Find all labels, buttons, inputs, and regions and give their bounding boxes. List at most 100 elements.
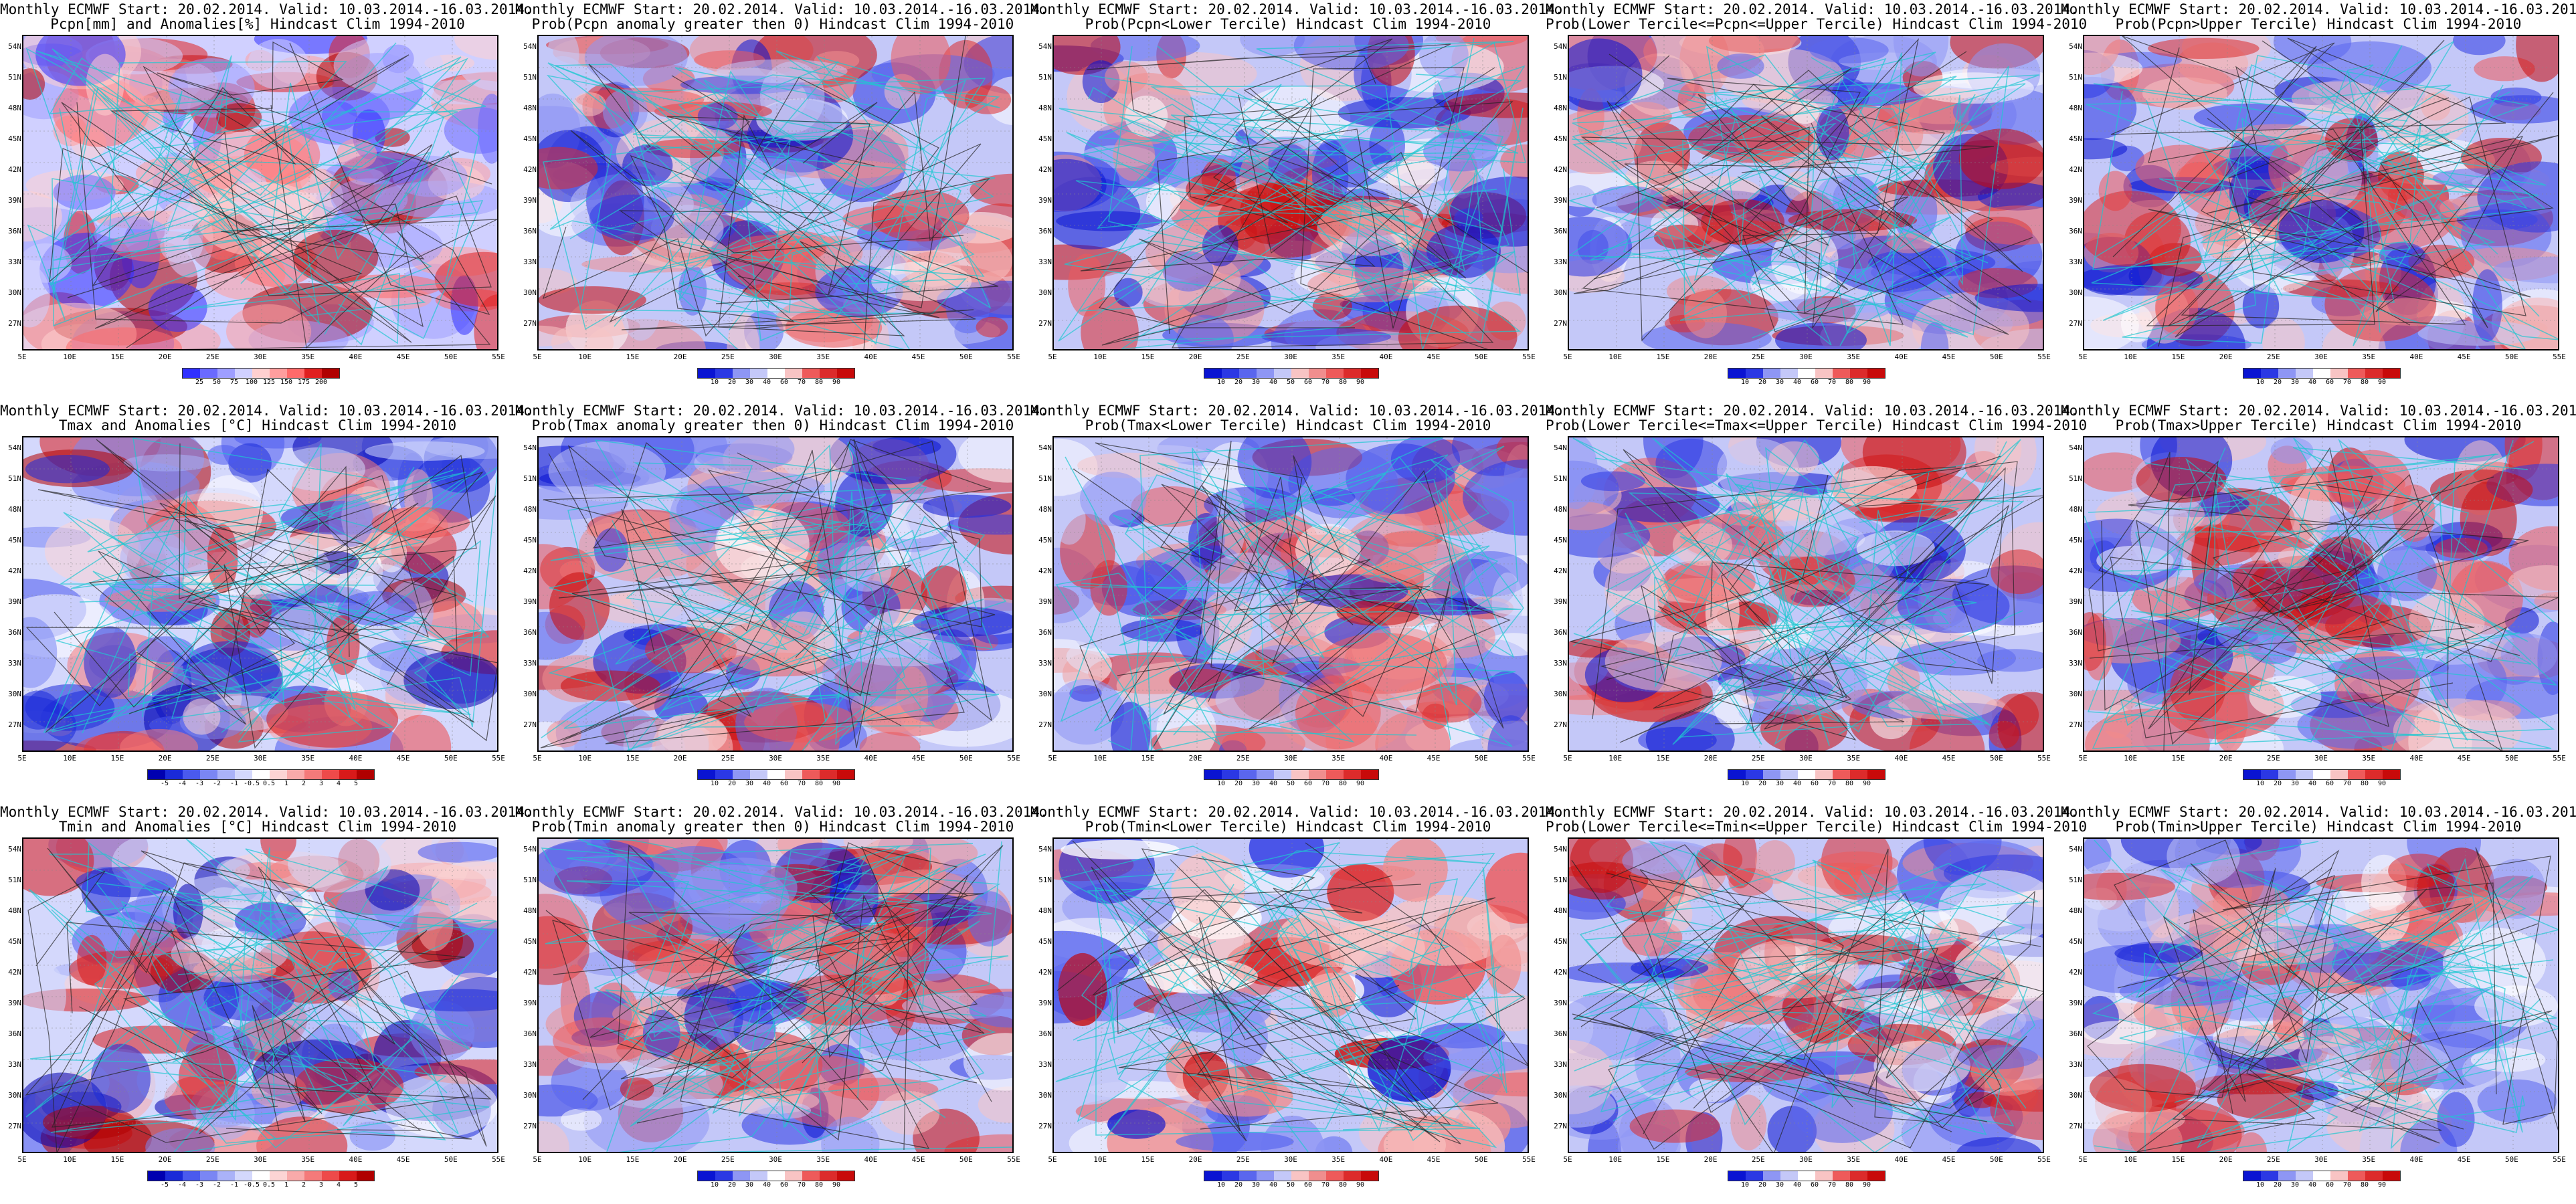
coastline-path <box>1059 41 1519 233</box>
colorbar-swatch <box>304 1171 322 1181</box>
colorbar <box>1204 769 1379 780</box>
colorbar-tick-label: 90 <box>1356 780 1365 787</box>
latitude-label: 51N <box>1038 876 1052 884</box>
field-patch <box>2500 633 2558 676</box>
colorbar-tick-label: 10 <box>2256 379 2265 386</box>
latitude-label: 42N <box>1038 567 1052 575</box>
colorbar-swatch <box>1833 770 1850 779</box>
colorbar-swatch <box>1291 369 1309 378</box>
contour-line <box>61 54 412 349</box>
field-patch <box>1672 523 1732 566</box>
panel-title-line1: Monthly ECMWF Start: 20.02.2014. Valid: … <box>2061 403 2576 419</box>
colorbar-swatch <box>217 369 235 378</box>
colorbar-tick-label: -2 <box>212 1181 221 1189</box>
latitude-label: 30N <box>523 690 537 698</box>
contour-line <box>2110 37 2554 326</box>
colorbar-swatch <box>1257 1171 1274 1181</box>
contour-line <box>1721 466 2006 732</box>
field-patch <box>1198 1077 1293 1117</box>
field-patch <box>365 441 485 461</box>
field-patch <box>539 839 654 897</box>
field-patch <box>1569 1085 1617 1128</box>
coastline-path <box>2084 447 2555 749</box>
colorbar-swatch <box>1291 770 1309 779</box>
latitude-label: 54N <box>1038 42 1052 51</box>
colorbar-tick-label: 60 <box>1303 379 1313 386</box>
coastline-path <box>1075 134 1508 322</box>
colorbar-tick-label: 60 <box>1303 1181 1313 1189</box>
field-patch <box>1695 843 1743 876</box>
panel-title-line1: Monthly ECMWF Start: 20.02.2014. Valid: … <box>0 804 533 820</box>
map-field-svg <box>1569 839 2043 1152</box>
colorbar-swatch <box>1309 369 1326 378</box>
longitude-label: 10E <box>578 1155 592 1164</box>
contour-line <box>1116 848 1528 1066</box>
colorbar-swatch <box>837 770 854 779</box>
latitude-label: 27N <box>8 720 21 729</box>
coastline-path <box>2149 877 2515 1136</box>
field-patch <box>2120 304 2153 342</box>
latitude-label: 42N <box>523 567 537 575</box>
longitude-label: 55E <box>1522 1155 1536 1164</box>
map-plot-area <box>1052 837 1529 1153</box>
colorbar-tick-label: 30 <box>1775 379 1784 386</box>
longitude-label: 30E <box>769 754 782 763</box>
field-patch <box>2089 1064 2196 1112</box>
longitude-label: 20E <box>673 1155 687 1164</box>
coastline-path <box>2154 929 2554 1150</box>
latitude-label: 51N <box>1038 73 1052 82</box>
field-patch <box>879 1091 940 1135</box>
latitude-label: 39N <box>523 597 537 606</box>
colorbar-swatch <box>252 1171 270 1181</box>
longitude-label: 50E <box>444 1155 458 1164</box>
colorbar-swatch <box>1833 369 1850 378</box>
colorbar-tick-label: 90 <box>1862 1181 1871 1189</box>
field-patch <box>2440 199 2469 218</box>
colorbar-swatch <box>2313 369 2330 378</box>
latitude-label: 48N <box>523 104 537 112</box>
latitude-label: 48N <box>1554 906 1567 915</box>
colorbar-tick-label: -5 <box>160 780 169 787</box>
colorbar-swatch <box>837 369 854 378</box>
coastline-path <box>1654 485 1989 727</box>
map-field-svg <box>23 36 497 349</box>
colorbar-tick-label: 80 <box>2360 780 2369 787</box>
colorbar-swatch <box>1798 369 1815 378</box>
colorbar-swatch <box>1222 369 1239 378</box>
contour-line <box>2235 40 2488 328</box>
longitude-label: 15E <box>626 754 640 763</box>
field-patch <box>1483 671 1528 724</box>
colorbar-tick-label: 0.5 <box>262 780 276 787</box>
longitude-label: 30E <box>254 353 267 361</box>
longitude-label: 45E <box>2457 353 2471 361</box>
longitude-label: 15E <box>110 353 124 361</box>
field-patch <box>418 841 497 863</box>
latitude-label: 39N <box>523 999 537 1007</box>
colorbar-tick-label: 80 <box>1338 780 1348 787</box>
colorbar <box>147 769 375 780</box>
colorbar-swatch <box>357 770 374 779</box>
contour-line <box>1592 456 2043 720</box>
longitude-label: 40E <box>864 754 878 763</box>
panel-title-line2: Tmax and Anomalies [°C] Hindcast Clim 19… <box>58 417 457 433</box>
latitude-label: 36N <box>1554 628 1567 637</box>
colorbar-tick-label: 60 <box>779 780 789 787</box>
field-patch <box>1909 714 1985 750</box>
longitude-label: 20E <box>1188 1155 1202 1164</box>
field-patch <box>551 324 614 349</box>
longitude-label: 45E <box>1942 754 1956 763</box>
colorbar-tick-label: 30 <box>1251 379 1261 386</box>
longitude-label: 40E <box>1379 754 1393 763</box>
colorbar-tick-label: 70 <box>797 1181 806 1189</box>
colorbar-tick-label: 90 <box>2377 379 2387 386</box>
latitude-label: 48N <box>8 906 21 915</box>
field-patch <box>1896 641 2017 676</box>
colorbar-tick-label: 40 <box>762 780 771 787</box>
map-panel: Monthly ECMWF Start: 20.02.2014. Valid: … <box>0 401 533 803</box>
contour-line <box>54 502 458 714</box>
map-plot-area <box>22 837 498 1153</box>
latitude-label: 33N <box>523 1060 537 1069</box>
map-panel: Monthly ECMWF Start: 20.02.2014. Valid: … <box>1030 401 1564 803</box>
longitude-label: 40E <box>2409 1155 2423 1164</box>
latitude-label: 54N <box>2069 443 2082 452</box>
